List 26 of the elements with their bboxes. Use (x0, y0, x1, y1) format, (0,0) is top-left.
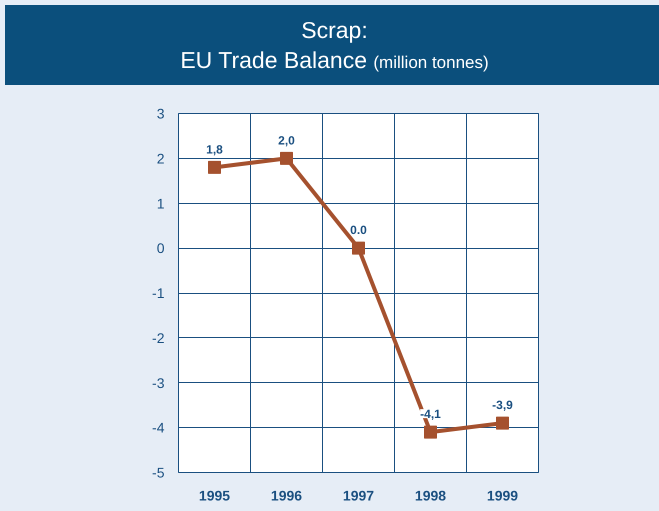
data-label: 2,0 (278, 133, 296, 148)
chart-title: Scrap: EU Trade Balance (180, 17, 368, 73)
point (280, 152, 293, 165)
x-tick-label: 1998 (414, 488, 446, 504)
x-tick-label: 1995 (198, 488, 230, 504)
data-label: -4,1 (420, 407, 442, 422)
y-tick-label: -1 (152, 285, 165, 301)
x-tick-label: 1996 (270, 488, 302, 504)
y-tick-label: 3 (156, 106, 165, 122)
x-tick-label: 1997 (342, 488, 374, 504)
y-tick-label: -3 (152, 374, 165, 391)
data-label: 1,8 (206, 142, 224, 156)
y-tick-label: 2 (156, 150, 165, 166)
y-tick-label: 1 (156, 195, 165, 212)
point (352, 242, 365, 255)
y-tick-label: -4 (152, 420, 165, 436)
y-tick-label: -2 (152, 330, 165, 346)
y-tick-label: 0 (156, 240, 165, 256)
data-label: -3,9 (492, 398, 514, 412)
x-tick-label: 1999 (486, 488, 518, 504)
point (424, 426, 437, 439)
point (496, 416, 509, 430)
y-tick-label: -5 (152, 464, 165, 480)
chart-subtitle: (million tonnes) (373, 53, 489, 72)
point (208, 160, 221, 174)
data-label: 0.0 (350, 223, 368, 238)
